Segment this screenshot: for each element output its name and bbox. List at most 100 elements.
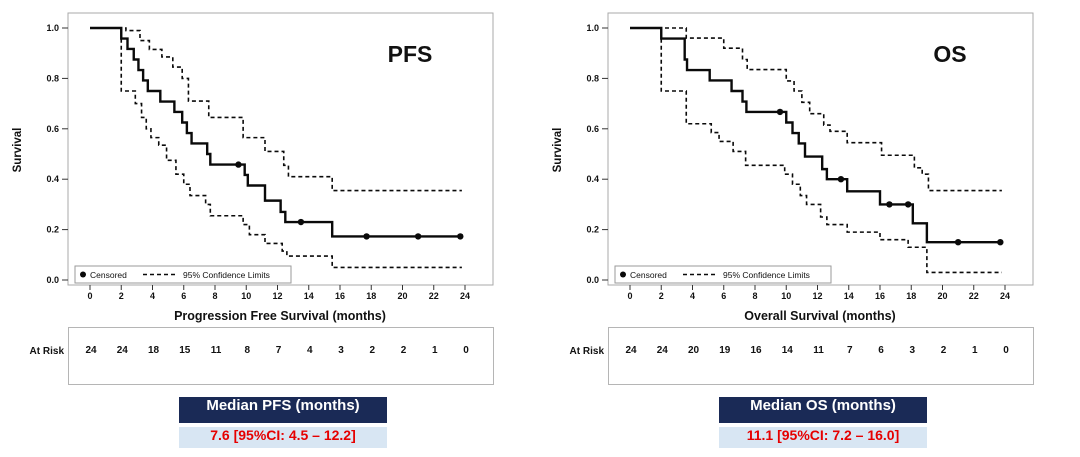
x-tick-label: 24	[460, 291, 470, 301]
censor-marker	[235, 161, 242, 168]
at-risk-count: 2	[400, 345, 407, 356]
censor-marker	[363, 233, 370, 240]
at-risk-count: 18	[147, 345, 160, 356]
y-tick-label: 0.4	[586, 174, 599, 184]
at-risk-count: 4	[306, 345, 313, 356]
os-survival-plot: 0 2 4 6 8 10 12 14 16 18 20 22 240.00.20.40.60.81.0S…	[552, 12, 1034, 323]
censor-marker	[904, 201, 912, 208]
at-risk-count: 11	[813, 345, 824, 356]
y-axis-title: Survival	[552, 128, 564, 173]
x-axis-title: Overall Survival (months)	[744, 309, 895, 323]
at-risk-label: At Risk	[569, 346, 604, 357]
censor-marker	[954, 239, 962, 246]
x-tick-label: 14	[844, 291, 854, 301]
plot-frame	[607, 12, 1034, 286]
censored-dot-icon	[80, 271, 86, 278]
legend-box	[74, 265, 292, 284]
at-risk-count: 7	[846, 345, 853, 356]
at-risk-count: 19	[719, 345, 731, 356]
legend-ci-label: 95% Confidence Limits	[183, 270, 270, 280]
y-tick-label: 0.8	[586, 73, 599, 83]
at-risk-count: 1	[431, 345, 438, 356]
pfs-panel: 0 2 4 6 8 10 12 14 16 18 20 22 24 0.0 0.2 0.4 0.6 0.8 1.0 S…	[12, 12, 494, 448]
x-tick-label: 22	[969, 291, 979, 301]
y-tick-label: 0.0	[586, 275, 599, 285]
pfs-median-header: Median PFS (months)	[179, 397, 387, 423]
pfs-median-value: 7.6 [95%CI: 4.5 – 12.2]	[179, 427, 387, 448]
at-risk-count: 3	[909, 345, 916, 356]
censored-dot-icon	[620, 271, 626, 278]
legend-censored-label: Censored	[90, 270, 127, 280]
x-tick-label: 14	[304, 291, 314, 301]
survival-curve	[630, 26, 1001, 244]
x-tick-label: 0	[87, 291, 92, 301]
censor-marker	[457, 233, 464, 240]
x-tick-label: 16	[335, 291, 345, 301]
x-tick-label: 22	[429, 291, 439, 301]
x-tick-label: 6	[181, 291, 186, 301]
at-risk-count: 11	[210, 345, 222, 356]
x-tick-label: 8	[752, 291, 757, 301]
at-risk-count: 3	[338, 345, 344, 356]
at-risk-count: 20	[687, 345, 700, 356]
y-tick-label: 1.0	[46, 23, 59, 33]
at-risk-count: 0	[1003, 345, 1009, 356]
censor-marker	[997, 239, 1004, 246]
legend-box	[614, 265, 832, 284]
y-axis-title: Survival	[12, 128, 24, 173]
at-risk-count: 15	[179, 345, 191, 356]
x-tick-label: 10	[241, 291, 251, 301]
at-risk-count: 0	[463, 345, 469, 356]
at-risk-count: 6	[878, 345, 884, 356]
x-tick-label: 12	[812, 291, 822, 301]
y-tick-label: 0.8	[46, 73, 59, 83]
censor-marker	[414, 233, 422, 240]
x-tick-label: 4	[150, 291, 155, 301]
survival-curve	[90, 26, 461, 238]
x-tick-label: 18	[906, 291, 916, 301]
os-panel: 0 2 4 6 8 10 12 14 16 18 20 22 24 0.0 0.2 0.4 0.6 0.8 1.0 S…	[540, 0, 1080, 457]
x-tick-label: 2	[659, 291, 664, 301]
y-tick-label: 0.0	[46, 275, 59, 285]
y-tick-label: 0.2	[586, 225, 599, 235]
x-tick-label: 24	[1000, 291, 1010, 301]
censor-marker	[776, 108, 784, 116]
y-tick-label: 1.0	[586, 23, 599, 33]
panel-title: OS	[933, 41, 966, 67]
pfs-survival-plot: 0 2 4 6 8 10 12 14 16 18 20 22 240.00.20.40.60.81.0S…	[12, 12, 494, 323]
pfs-at-risk-table: 24 24 18 15 11 8 7 4 3 2 2 1 0	[68, 327, 494, 385]
legend-ci-label: 95% Confidence Limits	[723, 270, 810, 280]
censor-marker	[886, 201, 893, 208]
panel-title: PFS	[388, 41, 433, 67]
upper-ci-curve	[630, 27, 1002, 192]
x-tick-label: 8	[212, 291, 217, 301]
at-risk-count: 24	[116, 345, 128, 356]
y-tick-label: 0.6	[586, 124, 599, 134]
at-risk-count: 7	[275, 345, 282, 356]
x-tick-label: 20	[397, 291, 407, 301]
censor-marker	[837, 176, 845, 183]
at-risk-count: 16	[750, 345, 762, 356]
legend-censored-label: Censored	[630, 270, 667, 280]
y-tick-label: 0.2	[46, 225, 59, 235]
at-risk-count: 2	[369, 345, 376, 356]
at-risk-count: 1	[971, 345, 978, 356]
at-risk-label: At Risk	[29, 346, 64, 357]
censor-marker	[297, 218, 305, 226]
y-tick-label: 0.6	[46, 124, 59, 134]
lower-ci-curve	[90, 27, 462, 269]
x-tick-label: 2	[119, 291, 124, 301]
x-tick-label: 12	[272, 291, 282, 301]
y-tick-label: 0.4	[46, 174, 59, 184]
x-tick-label: 20	[937, 291, 947, 301]
x-tick-label: 16	[875, 291, 885, 301]
os-at-risk-table: 24 24 20 19 16 14 11 7 6 3 2 1 0	[608, 327, 1034, 385]
x-tick-label: 10	[781, 291, 791, 301]
x-tick-label: 18	[366, 291, 376, 301]
at-risk-count: 24	[85, 345, 97, 356]
at-risk-count: 2	[940, 345, 947, 356]
lower-ci-curve	[630, 27, 1002, 274]
at-risk-count: 14	[781, 345, 793, 356]
x-tick-label: 4	[690, 291, 695, 301]
